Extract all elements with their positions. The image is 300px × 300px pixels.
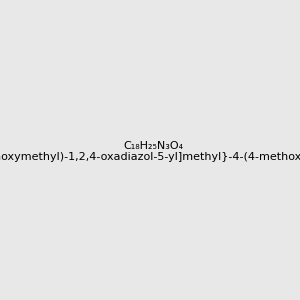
Text: C₁₈H₂₅N₃O₄
N-ethyl-N-{[3-(methoxymethyl)-1,2,4-oxadiazol-5-yl]methyl}-4-(4-metho: C₁₈H₂₅N₃O₄ N-ethyl-N-{[3-(methoxymethyl)…: [0, 141, 300, 162]
